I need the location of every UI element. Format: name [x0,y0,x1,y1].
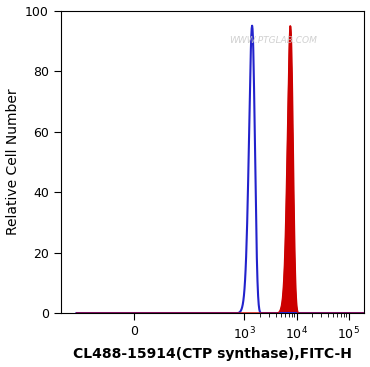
X-axis label: CL488-15914(CTP synthase),FITC-H: CL488-15914(CTP synthase),FITC-H [73,348,352,361]
Text: WWW.PTGLAB.COM: WWW.PTGLAB.COM [229,36,317,46]
Y-axis label: Relative Cell Number: Relative Cell Number [6,89,20,235]
